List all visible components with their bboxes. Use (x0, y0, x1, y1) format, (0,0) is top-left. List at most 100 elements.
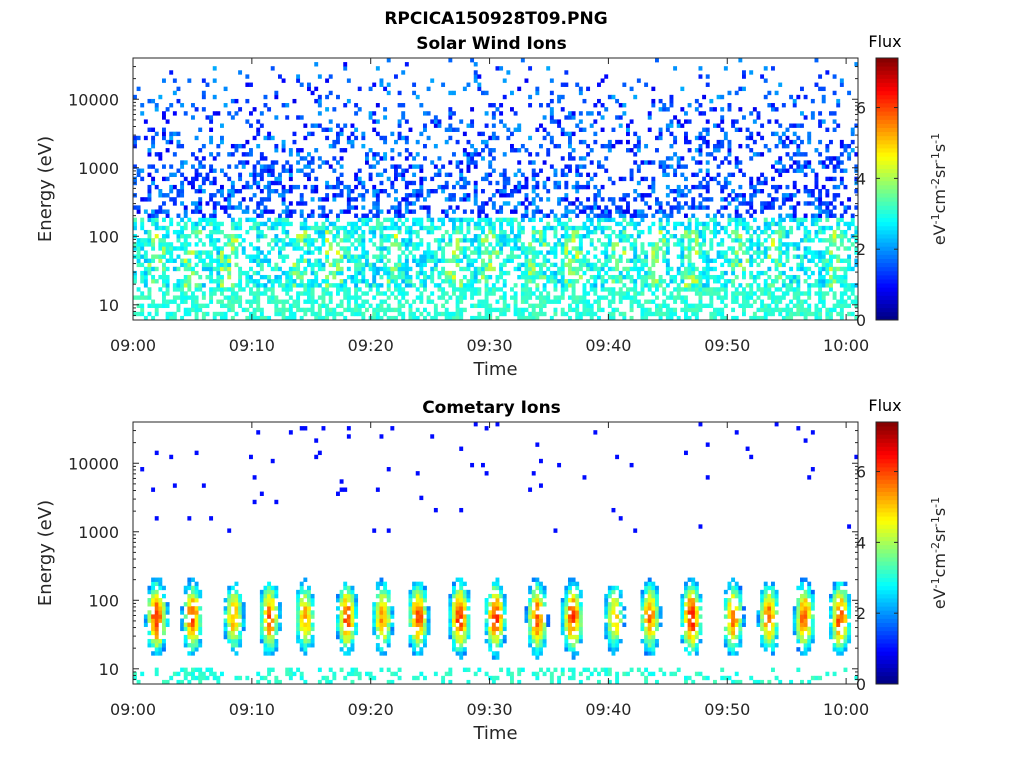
spectrogram-cell (651, 221, 656, 227)
spectrogram-cell (491, 287, 496, 292)
spectrogram-cell (586, 258, 591, 263)
spectrogram-cell (575, 189, 580, 194)
spectrogram-cell (462, 180, 467, 186)
spectrogram-cell (259, 258, 264, 263)
spectrogram-cell (169, 242, 174, 247)
spectrogram-cell (452, 270, 456, 276)
spectrogram-cell (230, 246, 235, 251)
spectrogram-cell (738, 242, 743, 247)
spectrogram-cell (256, 201, 261, 206)
spectrogram-cell (462, 254, 467, 259)
spectrogram-cell (785, 197, 790, 202)
spectrogram-cell (307, 291, 311, 296)
spectrogram-cell (394, 315, 398, 321)
spectrogram-cell (756, 111, 761, 116)
spectrogram-cell (154, 279, 159, 284)
spectrogram-cell (506, 270, 511, 276)
spectrogram-cell (792, 160, 797, 165)
spectrogram-cell (658, 311, 663, 317)
spectrogram-cell (517, 234, 522, 239)
spectrogram-cell (270, 246, 275, 251)
spectrogram-cell (665, 250, 670, 255)
spectrogram-cell (839, 152, 844, 157)
spectrogram-cell (281, 283, 286, 288)
spectrogram-cell (491, 283, 496, 288)
spectrogram-cell (839, 238, 844, 243)
spectrogram-cell (796, 189, 801, 194)
spectrogram-cell (274, 299, 279, 304)
spectrogram-cell (433, 250, 438, 255)
spectrogram-cell (220, 299, 224, 304)
spectrogram-cell (310, 250, 315, 255)
spectrogram-cell (223, 610, 228, 615)
spectrogram-cell (220, 168, 224, 173)
spectrogram-cell (444, 258, 449, 263)
spectrogram-cell (720, 139, 725, 145)
spectrogram-cell (636, 213, 641, 218)
spectrogram-cell (524, 246, 529, 251)
spectrogram-cell (401, 70, 406, 75)
spectrogram-cell (151, 274, 156, 280)
spectrogram-cell (847, 303, 852, 309)
spectrogram-cell (778, 242, 783, 247)
spectrogram-cell (821, 160, 826, 165)
spectrogram-cell (310, 168, 315, 173)
spectrogram-cell (814, 217, 819, 223)
spectrogram-cell (180, 667, 185, 673)
spectrogram-cell (745, 225, 750, 231)
spectrogram-cell (354, 307, 359, 313)
spectrogram-cell (676, 221, 681, 227)
spectrogram-cell (495, 238, 500, 243)
spectrogram-cell (821, 258, 826, 263)
spectrogram-cell (586, 180, 591, 186)
spectrogram-cell (477, 303, 482, 309)
spectrogram-cell (238, 176, 243, 182)
spectrogram-cell (452, 90, 456, 96)
spectrogram-cell (299, 254, 304, 259)
spectrogram-cell (212, 238, 217, 243)
spectrogram-cell (796, 299, 801, 304)
spectrogram-cell (499, 111, 504, 116)
spectrogram-cell (611, 315, 616, 321)
spectrogram-cell (285, 205, 290, 210)
spectrogram-cell (187, 626, 192, 632)
spectrogram-cell (597, 164, 601, 169)
spectrogram-cell (151, 622, 156, 627)
spectrogram-cell (379, 299, 384, 304)
spectrogram-cell (154, 651, 159, 656)
spectrogram-cell (133, 270, 137, 276)
spectrogram-cell (151, 614, 156, 619)
spectrogram-cell (419, 103, 424, 108)
spectrogram-cell (582, 299, 587, 304)
spectrogram-cell (557, 197, 562, 202)
spectrogram-cell (832, 111, 837, 116)
spectrogram-cell (578, 111, 583, 116)
spectrogram-cell (832, 303, 837, 309)
spectrogram-cell (328, 143, 333, 149)
spectrogram-cell (201, 176, 206, 182)
spectrogram-cell (571, 156, 576, 161)
spectrogram-cell (564, 197, 569, 202)
spectrogram-cell (593, 103, 598, 108)
figure-title: RPCICA150928T09.PNG (384, 9, 607, 29)
spectrogram-cell (441, 82, 446, 87)
spectrogram-cell (597, 82, 601, 87)
spectrogram-cell (636, 299, 641, 304)
spectrogram-cell (285, 279, 290, 284)
spectrogram-cell (586, 111, 591, 116)
spectrogram-cell (154, 254, 159, 259)
spectrogram-cell (317, 213, 322, 218)
spectrogram-cell (665, 295, 670, 300)
spectrogram-cell (839, 303, 844, 309)
spectrogram-cell (249, 217, 253, 223)
spectrogram-cell (209, 234, 214, 239)
spectrogram-cell (441, 164, 446, 169)
spectrogram-cell (354, 197, 359, 202)
spectrogram-cell (165, 679, 170, 685)
spectrogram-cell (713, 221, 717, 227)
spectrogram-cell (448, 197, 453, 202)
spectrogram-cell (238, 172, 243, 178)
spectrogram-cell (578, 266, 583, 272)
spectrogram-cell (462, 217, 467, 223)
spectrogram-cell (629, 279, 634, 284)
